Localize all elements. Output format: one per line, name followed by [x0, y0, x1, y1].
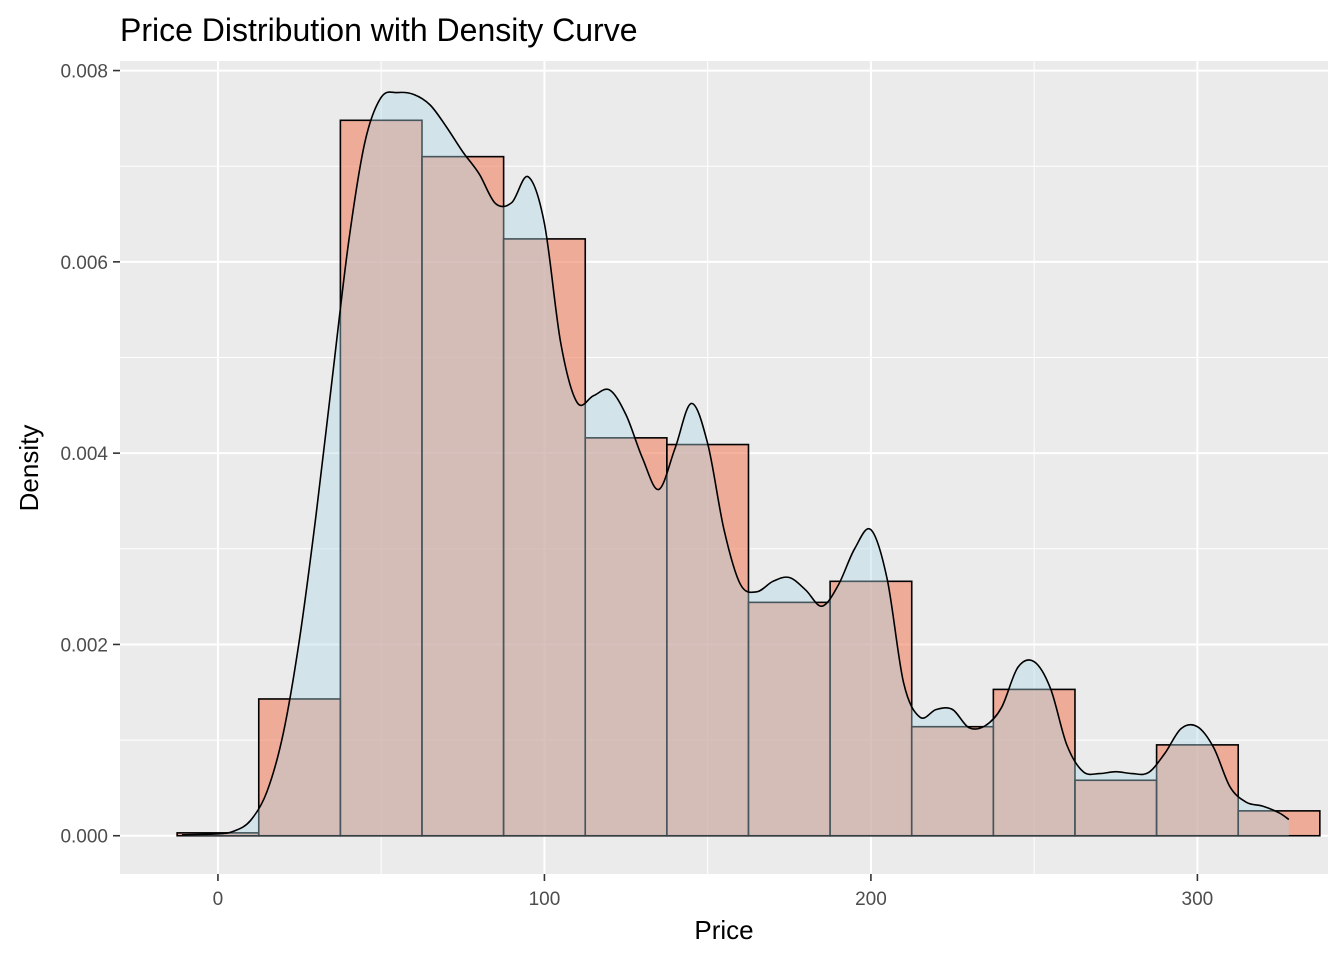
x-tick-label: 200: [855, 889, 887, 910]
histogram-bar: [584, 437, 668, 837]
x-axis-ticks: 0 100 200 300: [213, 874, 1214, 910]
histogram-bar: [257, 698, 342, 837]
histogram-bar: [1155, 744, 1240, 837]
y-axis-ticks: 0.000 0.002 0.004 0.006 0.008: [60, 62, 120, 848]
histogram-bar: [339, 119, 423, 837]
x-tick-label: 300: [1182, 889, 1214, 910]
density-area: [182, 92, 1289, 836]
y-tick-label: 0.000: [60, 827, 108, 848]
histogram-bar: [747, 601, 831, 837]
chart-title: Price Distribution with Density Curve: [120, 12, 638, 48]
x-tick-label: 0: [213, 889, 224, 910]
histogram-bar: [502, 238, 587, 837]
histogram-bar: [910, 725, 995, 837]
density-layer: [182, 91, 1290, 836]
histogram-bars: [176, 119, 1321, 837]
y-tick-label: 0.008: [60, 62, 108, 83]
x-axis-label: Price: [694, 915, 753, 945]
histogram-bar: [829, 580, 913, 837]
histogram-bar: [992, 688, 1076, 837]
histogram-bar: [421, 155, 505, 837]
y-tick-label: 0.004: [60, 444, 108, 465]
y-tick-label: 0.006: [60, 253, 108, 274]
density-curve: [182, 91, 1290, 836]
x-tick-label: 100: [529, 889, 561, 910]
histogram-bar: [1074, 779, 1158, 837]
y-tick-label: 0.002: [60, 635, 108, 656]
histogram-bar: [1237, 810, 1321, 837]
y-axis-label: Density: [14, 425, 44, 512]
